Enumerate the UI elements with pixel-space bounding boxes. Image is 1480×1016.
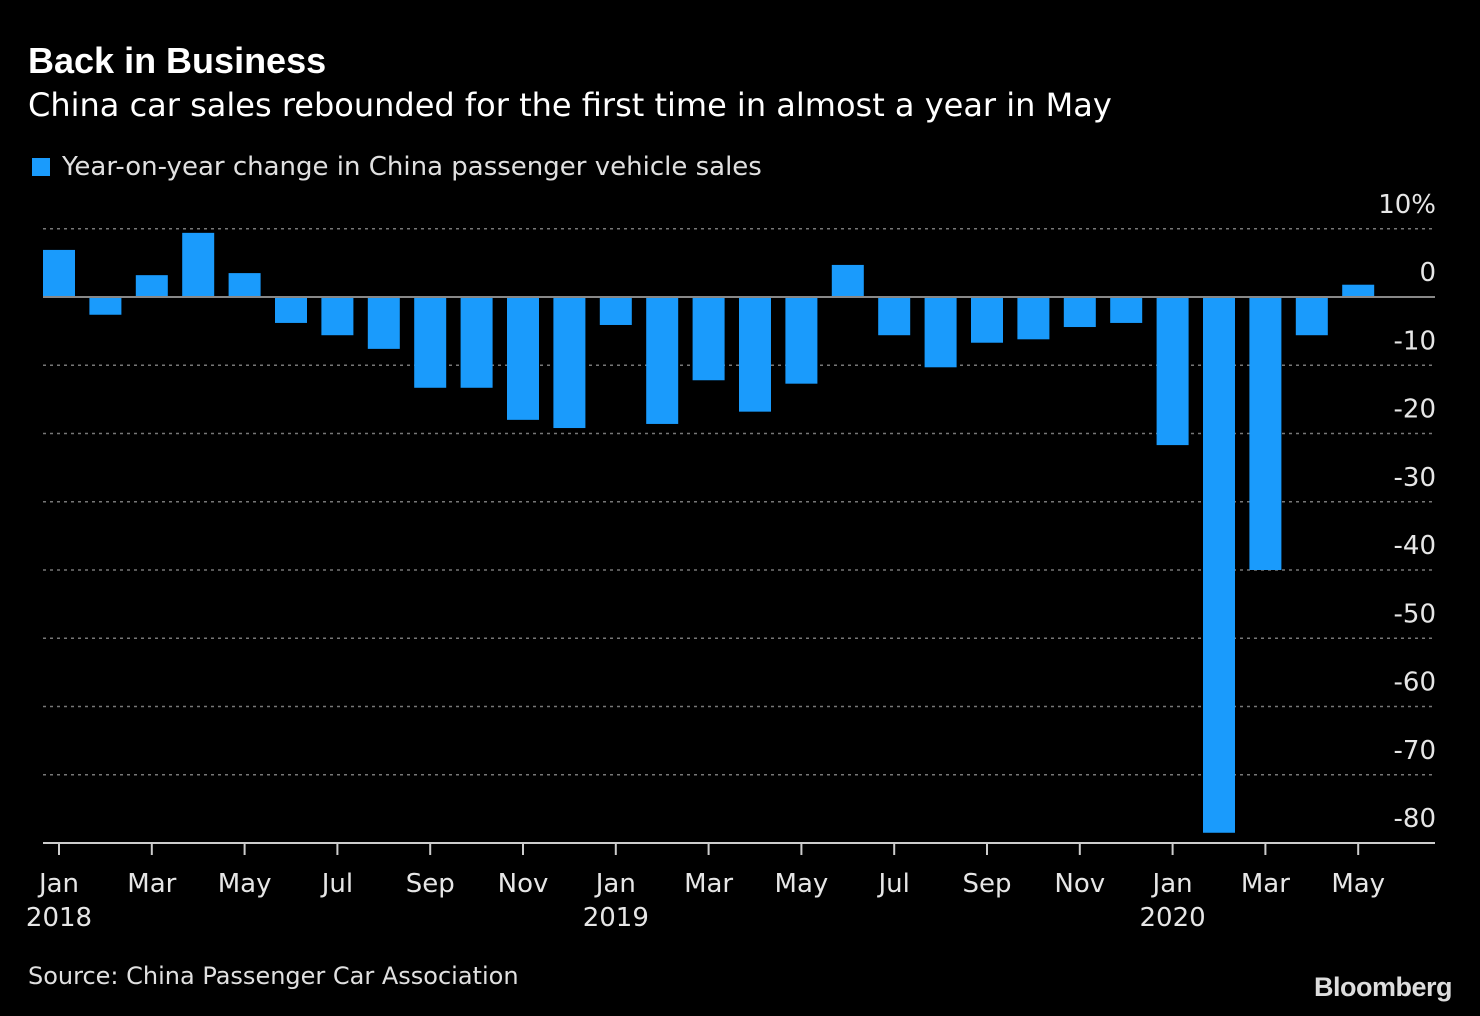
x-tick-label: Jan bbox=[1151, 869, 1193, 899]
bar-jul-2018 bbox=[321, 297, 354, 336]
bar-apr-2020 bbox=[1295, 297, 1328, 336]
y-tick-label: -60 bbox=[1394, 668, 1436, 698]
bar-apr-2018 bbox=[182, 232, 215, 297]
y-tick-label: -30 bbox=[1394, 463, 1436, 493]
x-tick-label: May bbox=[218, 869, 272, 899]
y-tick-label: -40 bbox=[1394, 531, 1436, 561]
x-tick-label: Nov bbox=[498, 869, 549, 899]
x-tick-label: Jul bbox=[320, 869, 353, 899]
bar-oct-2019 bbox=[1017, 297, 1050, 340]
x-tick-label: Mar bbox=[127, 869, 176, 899]
bar-apr-2019 bbox=[739, 297, 771, 412]
bar-mar-2019 bbox=[692, 297, 725, 381]
x-tick-label: Sep bbox=[962, 869, 1011, 899]
x-tick-year: 2020 bbox=[1140, 903, 1206, 933]
bar-feb-2019 bbox=[646, 297, 679, 424]
y-tick-label: -10 bbox=[1394, 326, 1436, 356]
y-tick-label: -70 bbox=[1394, 736, 1436, 766]
bar-feb-2018 bbox=[89, 297, 122, 315]
bar-dec-2018 bbox=[553, 297, 586, 429]
x-tick-year: 2018 bbox=[26, 903, 92, 933]
x-tick-label: Sep bbox=[406, 869, 455, 899]
x-tick-label: Jan bbox=[37, 869, 79, 899]
bar-jun-2018 bbox=[275, 297, 307, 323]
bar-aug-2018 bbox=[367, 297, 400, 349]
bar-sep-2019 bbox=[971, 297, 1003, 343]
bar-oct-2018 bbox=[460, 297, 493, 388]
bar-may-2020 bbox=[1342, 284, 1375, 297]
chart-title: Back in Business bbox=[28, 40, 327, 81]
chart-subtitle: China car sales rebounded for the first … bbox=[28, 86, 1112, 124]
bar-nov-2019 bbox=[1063, 297, 1096, 328]
bloomberg-logo: Bloomberg bbox=[1313, 972, 1453, 1002]
x-tick-label: Nov bbox=[1054, 869, 1105, 899]
source-note: Source: China Passenger Car Association bbox=[28, 962, 519, 990]
x-tick-label: Mar bbox=[684, 869, 733, 899]
bar-feb-2020 bbox=[1203, 297, 1235, 833]
bar-aug-2019 bbox=[924, 297, 957, 368]
legend-label: Year-on-year change in China passenger v… bbox=[62, 152, 762, 182]
bar-jan-2020 bbox=[1156, 297, 1189, 446]
bar-jan-2019 bbox=[599, 297, 632, 325]
bar-jun-2019 bbox=[831, 264, 864, 297]
legend: Year-on-year change in China passenger v… bbox=[32, 152, 762, 182]
legend-swatch bbox=[32, 158, 50, 176]
x-tick-label: May bbox=[1331, 869, 1385, 899]
x-tick-label: Mar bbox=[1241, 869, 1290, 899]
x-tick-year: 2019 bbox=[583, 903, 649, 933]
x-tick-label: Jan bbox=[594, 869, 636, 899]
x-tick-label: Jul bbox=[877, 869, 910, 899]
bar-mar-2018 bbox=[135, 275, 168, 297]
bar-jul-2019 bbox=[878, 297, 911, 336]
y-tick-label: 10% bbox=[1378, 190, 1436, 220]
bar-jan-2018 bbox=[43, 249, 75, 297]
bar-mar-2020 bbox=[1249, 297, 1282, 570]
x-tick-label: May bbox=[775, 869, 829, 899]
bar-dec-2019 bbox=[1110, 297, 1143, 323]
y-tick-label: -50 bbox=[1394, 599, 1436, 629]
bar-nov-2018 bbox=[507, 297, 539, 420]
bar-sep-2018 bbox=[414, 297, 447, 388]
y-tick-label: -80 bbox=[1394, 804, 1436, 834]
bar-may-2018 bbox=[228, 273, 261, 297]
y-tick-label: -20 bbox=[1394, 395, 1436, 425]
bar-may-2019 bbox=[785, 297, 818, 384]
y-tick-label: 0 bbox=[1419, 258, 1436, 288]
